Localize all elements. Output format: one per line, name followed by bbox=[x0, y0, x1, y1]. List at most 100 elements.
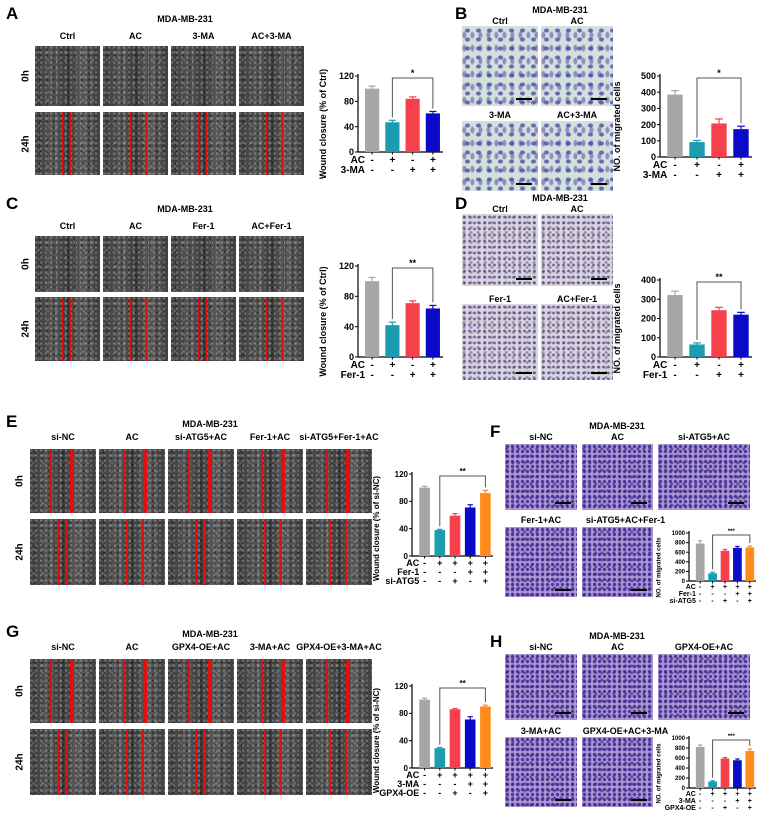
wound-edge-line bbox=[345, 729, 347, 795]
wound-image bbox=[237, 659, 303, 723]
wound-edge-line bbox=[70, 449, 72, 513]
bar-chart-B: NO. of migrated cells 0 100 200 300 400 500 * AC… bbox=[612, 68, 752, 181]
condition-sign: + bbox=[483, 779, 488, 789]
transwell-image bbox=[505, 527, 577, 597]
wound-edge-line bbox=[210, 659, 212, 723]
wound-edge-line bbox=[74, 46, 76, 106]
condition-sign: + bbox=[716, 170, 722, 181]
wound-edge-line bbox=[54, 236, 56, 292]
condition-label: Fer-1 bbox=[643, 370, 668, 381]
condition-sign: + bbox=[483, 770, 488, 780]
wound-edge-line bbox=[208, 449, 210, 513]
condition-sign: + bbox=[430, 155, 436, 166]
condition-sign: + bbox=[738, 170, 744, 181]
significance-bracket bbox=[439, 475, 486, 527]
condition-sign: - bbox=[370, 165, 373, 176]
wound-edge-line bbox=[203, 729, 205, 795]
y-tick-label: 800 bbox=[675, 746, 686, 752]
condition-sign: + bbox=[437, 558, 442, 568]
condition-label: si-ATG5 bbox=[385, 576, 419, 586]
column-label: 3-MA+AC bbox=[520, 726, 562, 736]
condition-sign: - bbox=[370, 155, 373, 166]
wound-edge-line bbox=[284, 236, 286, 292]
condition-sign: + bbox=[694, 360, 700, 371]
condition-sign: + bbox=[410, 370, 416, 381]
bar bbox=[449, 515, 461, 556]
column-label: AC bbox=[611, 642, 624, 652]
bar bbox=[419, 699, 430, 768]
wound-image bbox=[239, 236, 304, 292]
transwell-image bbox=[658, 444, 750, 510]
condition-sign: + bbox=[738, 370, 744, 381]
scale-bar bbox=[728, 712, 744, 714]
bar bbox=[745, 751, 755, 788]
wound-edge-line bbox=[205, 297, 207, 361]
wound-edge-line bbox=[123, 659, 125, 723]
wound-image bbox=[99, 519, 165, 585]
column-label: GPX4-OE+AC bbox=[674, 642, 734, 652]
wound-edge-line bbox=[212, 236, 214, 292]
bar bbox=[405, 303, 420, 357]
condition-sign: + bbox=[748, 805, 752, 812]
condition-sign: - bbox=[699, 584, 702, 591]
bar bbox=[733, 547, 742, 581]
wound-image bbox=[103, 236, 168, 292]
bar bbox=[689, 344, 705, 357]
condition-label: 3-MA bbox=[643, 170, 667, 181]
condition-sign: - bbox=[711, 798, 714, 805]
wound-edge-line bbox=[148, 236, 150, 292]
condition-sign: + bbox=[468, 567, 473, 577]
bar bbox=[365, 88, 380, 152]
wound-edge-line bbox=[188, 659, 190, 723]
condition-label: 3-MA bbox=[679, 798, 696, 805]
condition-sign: + bbox=[483, 576, 488, 586]
scale-bar bbox=[631, 502, 647, 504]
bar bbox=[733, 314, 749, 357]
scale-bar bbox=[555, 712, 571, 714]
scale-bar bbox=[631, 799, 647, 801]
condition-label: Fer-1 bbox=[679, 591, 696, 598]
wound-edge-line bbox=[346, 449, 348, 513]
bar-chart-H: NO. of migrated cells 0 200 400 600 800 1000 **… bbox=[656, 734, 756, 812]
condition-sign: - bbox=[699, 598, 702, 605]
y-tick-label: 0 bbox=[404, 764, 409, 773]
wound-edge-line bbox=[348, 449, 350, 513]
bar bbox=[365, 281, 380, 357]
condition-label: AC bbox=[351, 360, 365, 371]
condition-sign: - bbox=[469, 788, 472, 798]
y-axis-label: NO. of migrated cells bbox=[612, 283, 622, 373]
wound-image bbox=[103, 46, 168, 106]
condition-sign: + bbox=[483, 567, 488, 577]
column-label: AC+Fer-1 bbox=[251, 221, 292, 231]
significance-bracket bbox=[712, 739, 751, 778]
column-label: Fer-1 bbox=[192, 221, 215, 231]
wound-edge-line bbox=[146, 236, 148, 292]
bar-chart-F: NO. of migrated cells 0 200 400 600 800 1000 **… bbox=[656, 529, 756, 605]
condition-sign: + bbox=[735, 791, 739, 798]
column-label: si-ATG5+AC+Fer-1 bbox=[585, 515, 666, 525]
wound-image bbox=[35, 46, 100, 106]
wound-edge-line bbox=[65, 729, 67, 795]
condition-sign: - bbox=[423, 576, 426, 586]
condition-sign: - bbox=[438, 788, 441, 798]
condition-sign: - bbox=[423, 779, 426, 789]
wound-image bbox=[237, 449, 303, 513]
wound-edge-line bbox=[205, 112, 207, 175]
scale-bar bbox=[555, 502, 571, 504]
bar bbox=[720, 758, 730, 788]
y-tick-label: 600 bbox=[675, 550, 686, 556]
wound-image bbox=[35, 297, 100, 361]
significance-bracket bbox=[696, 77, 742, 138]
wound-edge-line bbox=[346, 659, 348, 723]
wound-image bbox=[30, 729, 96, 795]
wound-edge-line bbox=[148, 46, 150, 106]
condition-sign: + bbox=[389, 360, 395, 371]
wound-edge-line bbox=[280, 519, 282, 585]
column-label: GPX4-OE+AC bbox=[171, 642, 231, 652]
condition-sign: + bbox=[748, 591, 752, 598]
condition-label: si-ATG5 bbox=[670, 598, 696, 605]
wound-edge-line bbox=[72, 449, 74, 513]
condition-label: AC bbox=[653, 160, 667, 171]
wound-image bbox=[239, 297, 304, 361]
